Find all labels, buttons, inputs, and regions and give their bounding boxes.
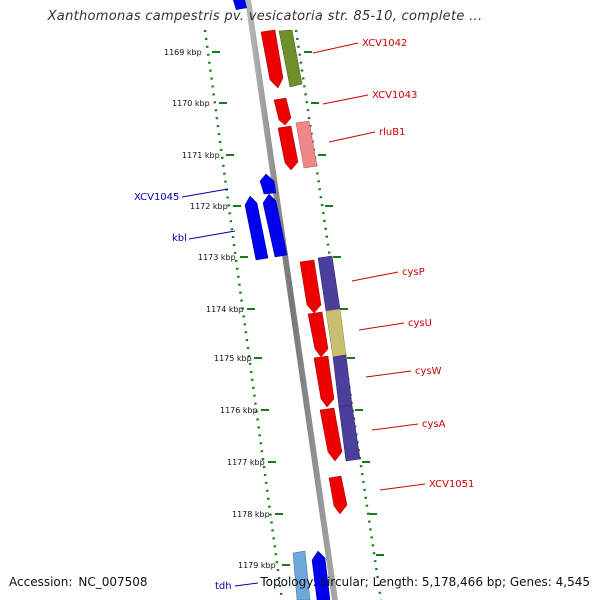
tick-label: 1172 kbp (190, 202, 228, 211)
gene-labels: XCV1042 XCV1043 rluB1 XCV1045 kbl cysP c… (134, 38, 474, 592)
tick-label: 1169 kbp (164, 48, 202, 57)
tick-label: 1175 kbp (214, 354, 252, 363)
label-leaders (181, 42, 426, 587)
gene-label-xcv1043[interactable]: XCV1043 (372, 90, 417, 101)
accession-info: Accession: NC_007508 (9, 575, 148, 589)
gene-arrow-xcv1043[interactable] (273, 97, 292, 126)
gene-label-xcv1042[interactable]: XCV1042 (362, 38, 407, 49)
accession-key: Accession: (9, 575, 73, 589)
topology-info: Topology: circular; Length: 5,178,466 bp… (260, 575, 590, 589)
gene-arrow-kbl-2[interactable] (262, 193, 288, 258)
gene-arrow-top-fragment[interactable] (233, 0, 247, 10)
tick-label: 1177 kbp (227, 458, 265, 467)
gene-label-cysp[interactable]: cysP (402, 267, 425, 278)
page-title: Xanthomonas campestris pv. vesicatoria s… (47, 9, 483, 24)
gene-arrow-cysu[interactable] (307, 311, 329, 358)
gene-arrow-cysp[interactable] (299, 259, 322, 314)
gene-label-rlub1[interactable]: rluB1 (379, 127, 405, 138)
gene-arrow-cysa[interactable] (319, 407, 343, 462)
gene-arrow-rlub1[interactable] (277, 125, 299, 171)
feature-block-khaki (325, 308, 347, 358)
tick-labels: 1169 kbp 1170 kbp 1171 kbp 1172 kbp 1173… (164, 48, 276, 570)
tick-label: 1174 kbp (206, 305, 244, 314)
gene-arrow-xcv1051[interactable] (328, 475, 348, 515)
tick-marks (212, 51, 384, 566)
tick-label: 1170 kbp (172, 99, 210, 108)
gene-label-xcv1045[interactable]: XCV1045 (134, 192, 179, 203)
feature-block-purple-2 (332, 354, 353, 408)
gene-label-kbl[interactable]: kbl (172, 233, 187, 244)
gene-arrow-tdh[interactable] (311, 550, 331, 600)
tick-label: 1179 kbp (238, 561, 276, 570)
feature-block-pink (295, 120, 318, 169)
feature-block-purple-1 (317, 255, 341, 312)
gene-arrow-tdh-light[interactable] (292, 550, 311, 600)
gene-label-tdh[interactable]: tdh (215, 581, 232, 592)
feature-block-olive (278, 29, 303, 88)
gene-arrow-kbl-1[interactable] (244, 195, 269, 261)
tick-label: 1176 kbp (220, 406, 258, 415)
gene-label-cysw[interactable]: cysW (415, 366, 442, 377)
feature-block-purple-3 (338, 404, 361, 462)
gene-arrow-xcv1042[interactable] (260, 29, 284, 89)
gene-label-cysa[interactable]: cysA (422, 419, 446, 430)
genome-backbone (245, 0, 338, 600)
tick-label: 1173 kbp (198, 253, 236, 262)
tick-label: 1178 kbp (232, 510, 270, 519)
reverse-genes (233, 0, 331, 600)
tick-label: 1171 kbp (182, 151, 220, 160)
forward-genes (260, 29, 348, 515)
gene-label-xcv1051[interactable]: XCV1051 (429, 479, 474, 490)
accession-value: NC_007508 (78, 575, 148, 589)
gene-arrow-xcv1045[interactable] (259, 173, 277, 195)
feature-blocks (278, 29, 361, 462)
gene-arrow-cysw[interactable] (313, 355, 335, 408)
gene-label-cysu[interactable]: cysU (408, 318, 432, 329)
